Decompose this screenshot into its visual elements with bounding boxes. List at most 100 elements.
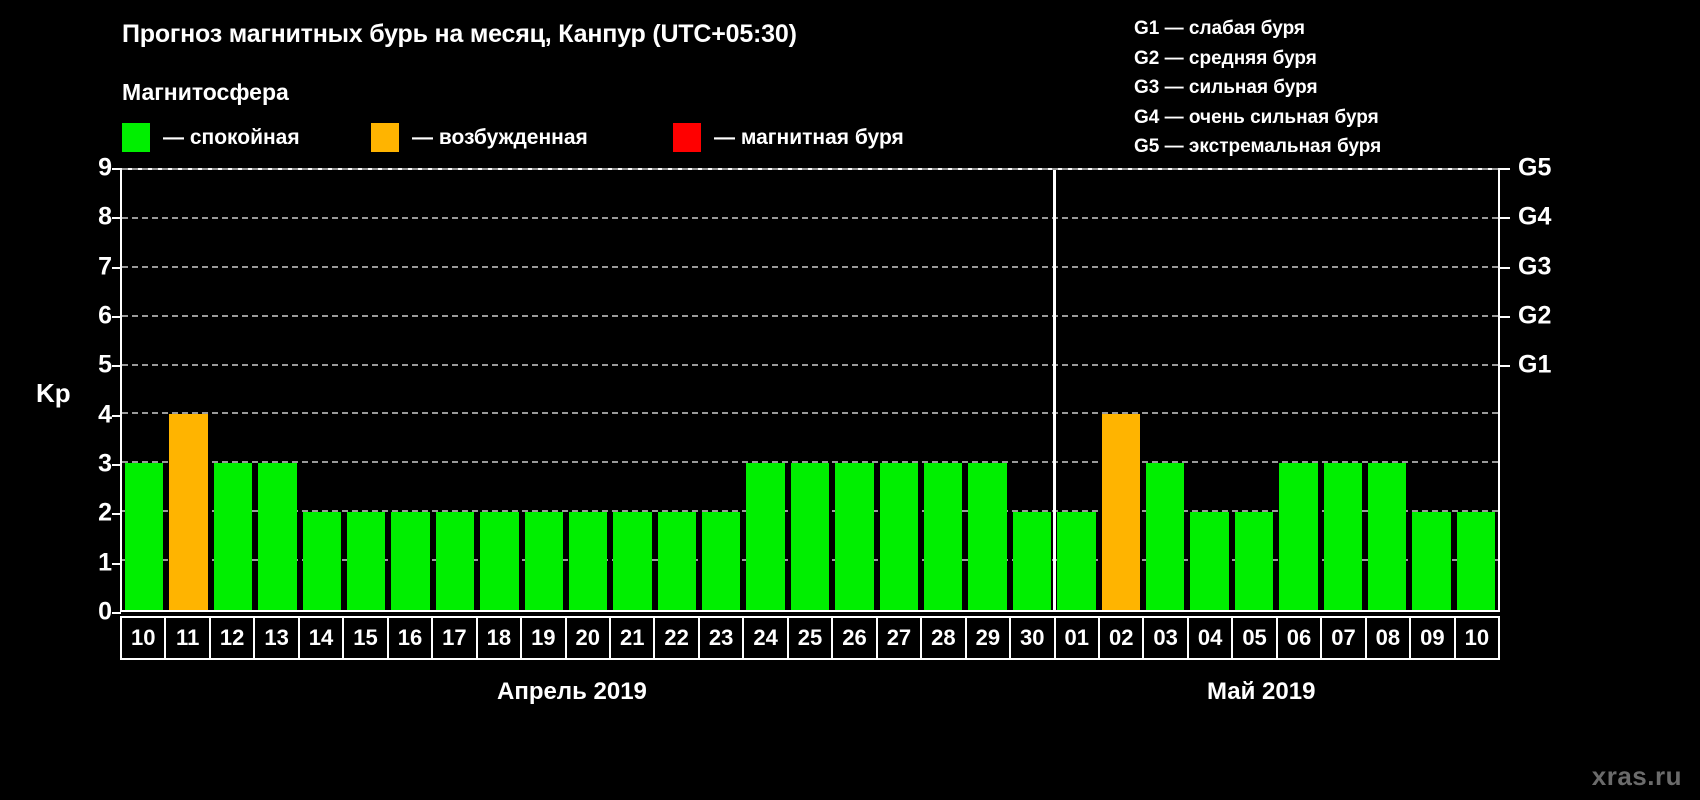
bar[interactable] xyxy=(435,512,475,610)
g-tick-label: G4 xyxy=(1518,202,1552,231)
bar-column[interactable] xyxy=(832,170,876,610)
bar[interactable] xyxy=(1234,512,1274,610)
day-label: 20 xyxy=(564,616,611,660)
bar-column[interactable] xyxy=(610,170,654,610)
bar-column[interactable] xyxy=(1099,170,1143,610)
day-label: 01 xyxy=(1053,616,1100,660)
g-tick-mark xyxy=(1500,266,1510,269)
color-swatch-icon xyxy=(371,123,399,152)
bar-column[interactable] xyxy=(566,170,610,610)
g-tick-label: G3 xyxy=(1518,252,1552,281)
bar-column[interactable] xyxy=(300,170,344,610)
bar-column[interactable] xyxy=(1010,170,1054,610)
g-legend-row-g4: G4 — очень сильная буря xyxy=(1134,106,1379,128)
y-tick-label: 7 xyxy=(98,252,112,281)
bar[interactable] xyxy=(1190,512,1229,610)
bar[interactable] xyxy=(169,414,208,610)
day-label: 14 xyxy=(297,616,345,660)
bar-column[interactable] xyxy=(1276,170,1320,610)
y-tick-mark xyxy=(112,562,121,565)
bar[interactable] xyxy=(613,512,652,610)
bar[interactable] xyxy=(702,512,741,610)
bar-column[interactable] xyxy=(477,170,521,610)
bar-column[interactable] xyxy=(1232,170,1276,610)
bar-column[interactable] xyxy=(166,170,210,610)
bar[interactable] xyxy=(1101,414,1140,610)
day-label: 15 xyxy=(342,616,389,660)
bar[interactable] xyxy=(1323,463,1362,610)
bar[interactable] xyxy=(568,512,608,610)
bar[interactable] xyxy=(1456,512,1496,610)
bar[interactable] xyxy=(1012,512,1052,610)
bar-column[interactable] xyxy=(877,170,921,610)
month-label-april: Апрель 2019 xyxy=(497,678,647,705)
bar-column[interactable] xyxy=(788,170,832,610)
day-label: 10 xyxy=(120,616,167,660)
day-label: 26 xyxy=(831,616,878,660)
bar[interactable] xyxy=(968,463,1007,610)
bar-column[interactable] xyxy=(522,170,566,610)
bar-column[interactable] xyxy=(388,170,432,610)
bar[interactable] xyxy=(258,463,297,610)
bar-column[interactable] xyxy=(699,170,743,610)
bar-column[interactable] xyxy=(255,170,299,610)
y-tick-mark xyxy=(112,513,121,516)
bar[interactable] xyxy=(1412,512,1451,610)
day-label: 21 xyxy=(608,616,656,660)
g-tick-label: G5 xyxy=(1518,153,1552,182)
day-label: 09 xyxy=(1409,616,1456,660)
bar[interactable] xyxy=(1367,463,1407,610)
watermark: xras.ru xyxy=(1591,761,1682,791)
y-tick-label: 4 xyxy=(98,400,112,429)
bar[interactable] xyxy=(1145,463,1185,610)
bar-column[interactable] xyxy=(1409,170,1453,610)
day-label: 06 xyxy=(1275,616,1323,660)
day-label: 16 xyxy=(386,616,434,660)
bar-column[interactable] xyxy=(921,170,965,610)
bar-column[interactable] xyxy=(1143,170,1187,610)
y-tick-label: 2 xyxy=(98,498,112,527)
legend-item-quiet: — спокойная xyxy=(122,123,300,152)
bar[interactable] xyxy=(480,512,519,610)
bar-column[interactable] xyxy=(211,170,255,610)
day-label: 19 xyxy=(520,616,567,660)
g-tick-label: G2 xyxy=(1518,301,1552,330)
bar[interactable] xyxy=(657,512,697,610)
bar[interactable] xyxy=(790,463,830,610)
bar[interactable] xyxy=(213,463,253,610)
g-axis: G1 G2 G3 G4 G5 xyxy=(1500,154,1620,612)
bar[interactable] xyxy=(1279,463,1318,610)
bar[interactable] xyxy=(835,463,874,610)
bar-column[interactable] xyxy=(1187,170,1231,610)
y-tick-mark xyxy=(112,316,121,318)
y-tick-label: 5 xyxy=(98,350,112,379)
bar-column[interactable] xyxy=(1054,170,1098,610)
bar-column[interactable] xyxy=(433,170,477,610)
legend-item-label: — спокойная xyxy=(163,125,300,149)
bar-column[interactable] xyxy=(122,170,166,610)
y-tick-mark xyxy=(112,217,121,220)
bar-column[interactable] xyxy=(344,170,388,610)
bar-column[interactable] xyxy=(743,170,787,610)
bar[interactable] xyxy=(302,512,341,610)
bar[interactable] xyxy=(746,463,785,610)
bar-column[interactable] xyxy=(1454,170,1498,610)
bar[interactable] xyxy=(346,512,386,610)
bar[interactable] xyxy=(879,463,919,610)
bar[interactable] xyxy=(125,463,164,610)
bar[interactable] xyxy=(1057,512,1096,610)
bar[interactable] xyxy=(924,463,963,610)
day-label: 04 xyxy=(1186,616,1234,660)
legend-item-storm: — магнитная буря xyxy=(673,123,904,152)
g-legend-row-g5: G5 — экстремальная буря xyxy=(1134,136,1382,157)
bar-column[interactable] xyxy=(965,170,1009,610)
bar-column[interactable] xyxy=(655,170,699,610)
g-tick-mark xyxy=(1500,316,1510,318)
bar[interactable] xyxy=(391,512,430,610)
bar-column[interactable] xyxy=(1365,170,1409,610)
bar[interactable] xyxy=(524,512,563,610)
day-label: 24 xyxy=(742,616,789,660)
day-label: 07 xyxy=(1320,616,1367,660)
y-tick-label: 9 xyxy=(98,153,112,182)
bar-column[interactable] xyxy=(1321,170,1365,610)
